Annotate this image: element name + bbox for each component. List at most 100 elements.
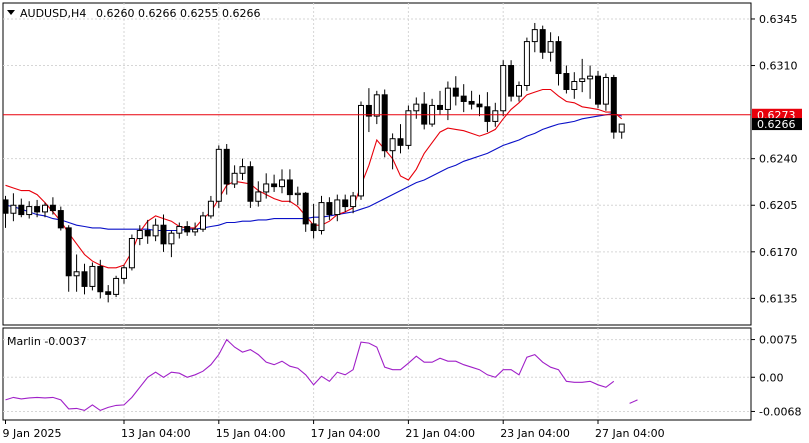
candle	[239, 158, 246, 180]
candle-body	[160, 224, 167, 245]
candle-body	[468, 100, 475, 105]
candle	[279, 169, 285, 194]
candle-body	[200, 215, 206, 230]
candle	[57, 206, 64, 231]
candle	[128, 234, 135, 271]
candle	[468, 90, 475, 110]
candle-body	[397, 138, 404, 146]
candle	[263, 173, 270, 199]
main-pane-border	[2, 2, 752, 326]
price-tag-bg	[752, 108, 802, 121]
candle-body	[381, 94, 388, 152]
candle	[555, 36, 562, 86]
candle-body	[342, 199, 349, 208]
oscillator-path	[5, 338, 638, 412]
candle-body	[65, 227, 72, 277]
candle-body	[539, 29, 546, 53]
candle	[602, 73, 609, 111]
candle	[97, 259, 104, 299]
candle	[381, 89, 388, 158]
candle	[271, 174, 278, 192]
candle-body	[26, 206, 33, 216]
candle	[247, 161, 254, 208]
candle	[34, 199, 41, 218]
candle-body	[484, 106, 491, 122]
candle-body	[460, 95, 467, 102]
candle-body	[531, 29, 538, 43]
main-pane[interactable]: 0.6345 0.6310 0.6240 0.6205 0.6170 0.6135 0.6…	[2, 2, 802, 326]
candle-body	[452, 87, 459, 97]
candle	[144, 219, 151, 244]
price-tick-label: 0.6240	[759, 153, 798, 166]
candle-body	[444, 87, 451, 110]
candle-body	[168, 232, 175, 245]
collapse-triangle-icon[interactable]	[7, 10, 15, 15]
candle	[136, 225, 143, 246]
candle-body	[318, 202, 325, 232]
candle-body	[294, 192, 301, 196]
candle-body	[128, 238, 135, 269]
candle-body	[555, 41, 562, 75]
candle-body	[176, 226, 183, 234]
candle	[444, 81, 451, 121]
time-tick-label: 15 Jan 04:00	[216, 427, 286, 440]
candle-body	[618, 123, 625, 133]
indicator-axis: 0.0075 0.00 -0.0068	[751, 334, 801, 418]
candle	[523, 37, 530, 91]
candle-body	[207, 200, 214, 217]
candle	[421, 92, 428, 130]
price-tick-label: 0.6310	[759, 60, 798, 73]
candle-body	[42, 204, 48, 213]
candle	[484, 92, 491, 133]
candle	[255, 181, 262, 207]
price-tick-label: 0.6135	[759, 292, 798, 305]
candle	[215, 145, 222, 208]
indicator-tick-label: -0.0068	[759, 405, 801, 418]
candle	[452, 76, 459, 106]
candle-body	[492, 110, 499, 122]
candle-body	[192, 228, 199, 233]
candle-body	[310, 223, 317, 232]
candle-body	[579, 78, 586, 83]
candle	[563, 65, 570, 94]
candle-body	[595, 75, 601, 105]
candle-body	[365, 104, 372, 117]
candle	[176, 222, 183, 239]
candle-body	[89, 265, 96, 287]
candle-body	[144, 230, 151, 237]
time-tick-label: 27 Jan 04:00	[595, 427, 665, 440]
candle-body	[437, 104, 443, 110]
candle	[302, 191, 309, 232]
indicator-tick-label: 0.0075	[759, 334, 798, 347]
candle-body	[421, 103, 428, 125]
candle	[65, 225, 72, 292]
candle-body	[271, 183, 278, 188]
time-axis: 9 Jan 2025 13 Jan 04:00 15 Jan 04:00 17 Jan…	[3, 420, 665, 440]
candle	[10, 193, 17, 222]
candle	[18, 198, 25, 218]
candle-body	[215, 148, 222, 202]
indicator-pane[interactable]: 0.0075 0.00 -0.0068 Marlin -0.0037	[2, 327, 801, 421]
candle-body	[563, 73, 570, 90]
time-tick-label: 17 Jan 04:00	[311, 427, 381, 440]
candle-body	[18, 204, 25, 216]
candle-body	[73, 271, 80, 277]
candle-body	[602, 77, 609, 105]
candle-body	[152, 224, 159, 237]
oscillator-line	[5, 338, 638, 412]
candle-body	[57, 210, 64, 229]
indicator-tick-label: 0.00	[759, 371, 784, 384]
price-tag-label: 0.6266	[757, 118, 796, 131]
candle	[389, 133, 396, 170]
candle	[318, 195, 325, 235]
candle	[618, 123, 625, 139]
candle-body	[508, 65, 515, 97]
candle-body	[49, 204, 56, 212]
candle-body	[350, 195, 357, 208]
candle-body	[121, 267, 127, 279]
candle-body	[587, 75, 594, 80]
candle	[49, 197, 56, 215]
